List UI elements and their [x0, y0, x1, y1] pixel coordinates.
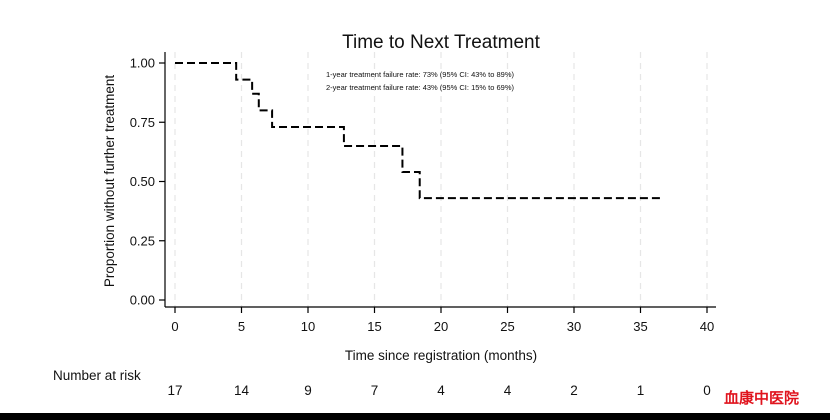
risk-count-5: 14	[234, 383, 250, 398]
x-tick-label-35: 35	[633, 319, 647, 334]
survival-step-curve	[175, 62, 661, 200]
chart-title: Time to Next Treatment	[342, 32, 541, 53]
y-tick-label-0.00: 0.00	[130, 293, 155, 308]
annotation-2yr: 2-year treatment failure rate: 43% (95% …	[326, 83, 515, 92]
y-tick-label-1.00: 1.00	[130, 56, 155, 71]
risk-count-20: 4	[437, 383, 445, 398]
risk-count-30: 2	[570, 383, 578, 398]
risk-count-35: 1	[637, 383, 645, 398]
risk-count-0: 17	[167, 383, 182, 398]
x-tick-label-30: 30	[567, 319, 581, 334]
y-axis-label: Proportion without further treatment	[102, 75, 117, 288]
x-tick-label-25: 25	[500, 319, 514, 334]
risk-table: 17 14 9 7 4 4 2 1 0	[167, 383, 710, 398]
y-tick-label-0.50: 0.50	[130, 174, 155, 189]
risk-count-15: 7	[371, 383, 379, 398]
x-tick-label-15: 15	[367, 319, 381, 334]
y-tick-label-0.25: 0.25	[130, 233, 155, 248]
risk-count-25: 4	[504, 383, 512, 398]
x-ticks: 0 5 10 15 20 25 30 35 40	[171, 307, 714, 334]
x-axis-label: Time since registration (months)	[345, 348, 537, 363]
vertical-grid	[174, 52, 708, 307]
risk-table-label: Number at risk	[53, 368, 141, 383]
x-tick-label-20: 20	[434, 319, 448, 334]
x-tick-label-10: 10	[301, 319, 315, 334]
x-tick-label-5: 5	[238, 319, 245, 334]
x-tick-label-40: 40	[700, 319, 714, 334]
x-tick-label-0: 0	[171, 319, 178, 334]
risk-count-40: 0	[703, 383, 711, 398]
annotation-1yr: 1-year treatment failure rate: 73% (95% …	[326, 70, 515, 79]
y-tick-label-0.75: 0.75	[130, 115, 155, 130]
risk-count-10: 9	[304, 383, 312, 398]
watermark-logo: 血康中医院	[724, 389, 799, 407]
bottom-border	[0, 413, 830, 420]
y-ticks: 0.00 0.25 0.50 0.75 1.00	[130, 56, 165, 308]
